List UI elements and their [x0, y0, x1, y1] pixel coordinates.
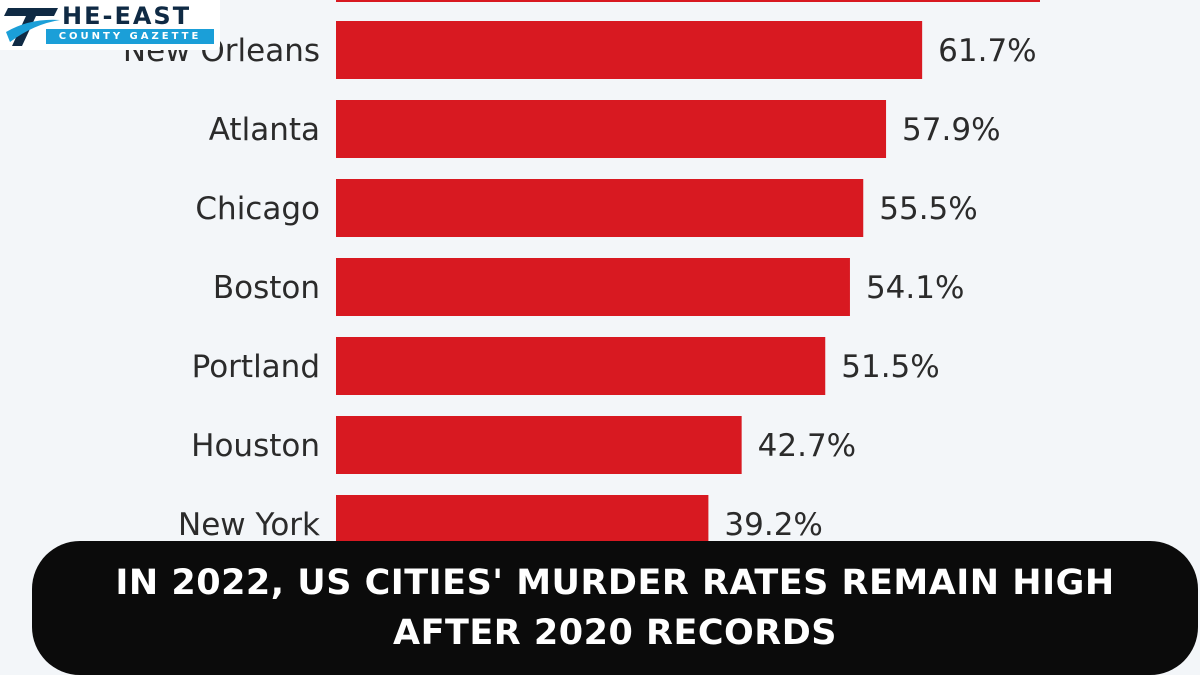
- bar: [336, 416, 742, 474]
- headline-line-2: after 2020 records: [392, 613, 838, 653]
- category-label: Boston: [213, 270, 320, 306]
- category-label: Portland: [192, 349, 320, 385]
- logo-top-text: HE-EAST: [62, 2, 192, 30]
- bar: [336, 179, 864, 237]
- headline-banner: In 2022, US cities' murder rates remain …: [32, 541, 1198, 675]
- value-label: 57.9%: [902, 112, 1000, 148]
- value-label: 55.5%: [879, 191, 977, 227]
- value-label: 39.2%: [724, 507, 822, 543]
- bar: [336, 258, 850, 316]
- value-label: 42.7%: [758, 428, 856, 464]
- logo-bottom-text: COUNTY GAZETTE: [46, 29, 214, 44]
- value-label: 51.5%: [841, 349, 939, 385]
- site-logo[interactable]: HE-EAST COUNTY GAZETTE: [0, 0, 220, 50]
- category-label: Houston: [191, 428, 320, 464]
- logo-mark-icon: [4, 8, 60, 46]
- category-label: Atlanta: [209, 112, 320, 148]
- bars-layer: New Orleans 61.7%Atlanta 57.9%Chicago 55.5%…: [123, 0, 1040, 632]
- value-label: 61.7%: [938, 33, 1036, 69]
- bar: [336, 21, 923, 79]
- category-label: New York: [178, 507, 320, 543]
- category-label: Chicago: [195, 191, 320, 227]
- bar-partial-top: [336, 0, 1040, 2]
- bar: [336, 100, 887, 158]
- bar: [336, 337, 826, 395]
- value-label: 54.1%: [866, 270, 964, 306]
- headline-line-1: In 2022, US cities' murder rates remain …: [115, 563, 1115, 603]
